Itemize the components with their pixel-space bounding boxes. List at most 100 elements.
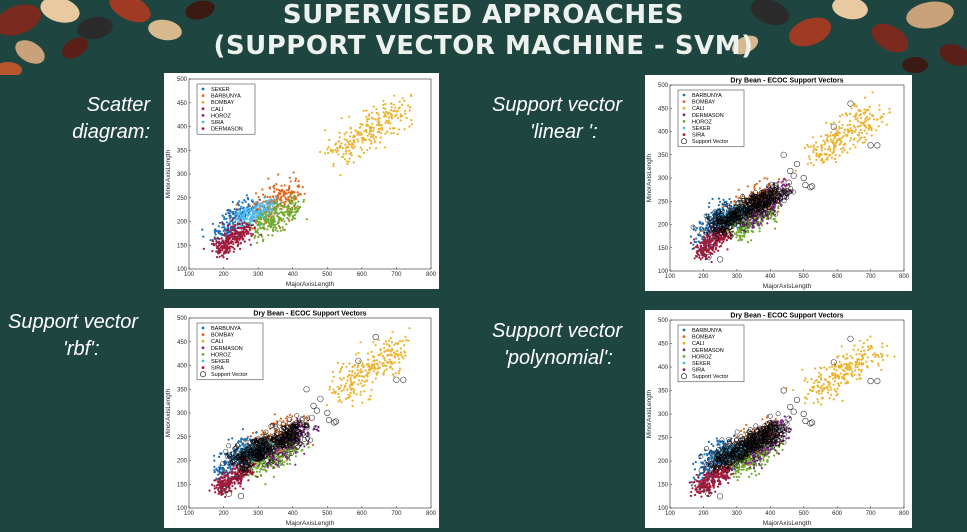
data-point bbox=[378, 128, 381, 131]
data-point bbox=[246, 214, 249, 217]
data-point bbox=[226, 208, 230, 212]
data-point bbox=[237, 220, 240, 223]
support-vector-marker bbox=[736, 222, 742, 228]
data-point bbox=[826, 156, 829, 159]
data-point bbox=[239, 227, 242, 230]
data-point bbox=[267, 218, 270, 221]
data-point bbox=[832, 139, 835, 142]
data-point bbox=[375, 112, 378, 115]
data-points bbox=[201, 93, 414, 260]
data-point bbox=[358, 375, 361, 378]
x-tick-label: 200 bbox=[698, 274, 709, 280]
data-point bbox=[868, 125, 871, 129]
x-tick-label: 100 bbox=[665, 274, 676, 280]
data-point bbox=[379, 136, 382, 139]
y-tick-label: 450 bbox=[177, 101, 188, 107]
data-point bbox=[346, 162, 349, 165]
data-point bbox=[234, 229, 237, 232]
data-point bbox=[739, 238, 742, 241]
data-point bbox=[373, 137, 376, 140]
data-point bbox=[213, 230, 217, 234]
support-vector-marker bbox=[698, 230, 705, 237]
data-point bbox=[829, 122, 833, 125]
data-point bbox=[218, 472, 221, 475]
data-point bbox=[294, 179, 297, 182]
data-point bbox=[386, 361, 389, 364]
data-point bbox=[402, 344, 406, 347]
data-point bbox=[780, 204, 783, 207]
data-point bbox=[376, 118, 380, 121]
data-point bbox=[288, 215, 291, 218]
data-point bbox=[287, 189, 290, 192]
data-point bbox=[335, 150, 338, 154]
data-point bbox=[241, 238, 244, 241]
data-point bbox=[276, 196, 280, 200]
data-point bbox=[227, 438, 230, 441]
data-point bbox=[361, 370, 364, 373]
data-point bbox=[794, 169, 798, 172]
data-point bbox=[244, 211, 247, 215]
data-point bbox=[362, 151, 366, 155]
data-point bbox=[275, 458, 278, 461]
data-point bbox=[371, 135, 374, 138]
data-point bbox=[403, 99, 406, 102]
data-point bbox=[259, 218, 263, 221]
data-point bbox=[362, 375, 365, 378]
data-point bbox=[383, 146, 386, 149]
x-tick-label: 500 bbox=[799, 274, 810, 280]
support-vector-marker bbox=[722, 216, 728, 222]
data-point bbox=[221, 492, 225, 496]
support-vector-marker bbox=[714, 227, 720, 233]
data-point bbox=[233, 247, 236, 251]
legend-label: BARBUNYA bbox=[211, 94, 241, 100]
data-point bbox=[234, 212, 237, 215]
data-point bbox=[387, 120, 390, 123]
data-point bbox=[722, 198, 725, 201]
legend-marker bbox=[682, 113, 686, 117]
data-point bbox=[713, 250, 716, 253]
data-point bbox=[289, 180, 292, 183]
data-point bbox=[711, 243, 714, 246]
data-point bbox=[848, 129, 851, 132]
data-point bbox=[281, 226, 284, 229]
data-point bbox=[227, 251, 230, 254]
slide-title-line2: (SUPPORT VECTOR MACHINE - SVM) bbox=[213, 31, 754, 61]
data-point bbox=[384, 349, 388, 352]
data-point bbox=[878, 104, 881, 107]
data-point bbox=[343, 133, 346, 136]
label-line: Support vector bbox=[492, 94, 623, 116]
data-point bbox=[340, 384, 343, 387]
data-point bbox=[241, 235, 244, 238]
data-point bbox=[728, 207, 732, 210]
legend-marker bbox=[201, 127, 205, 130]
data-point bbox=[289, 211, 292, 214]
data-point bbox=[272, 230, 275, 233]
data-point bbox=[297, 200, 300, 203]
legend-label: HOROZ bbox=[211, 113, 232, 119]
data-point bbox=[324, 129, 327, 132]
data-point bbox=[384, 113, 387, 116]
data-point bbox=[270, 201, 273, 204]
data-point bbox=[341, 155, 344, 158]
support-vectors bbox=[690, 100, 881, 263]
data-point bbox=[250, 209, 253, 212]
legend-marker bbox=[201, 87, 205, 91]
data-point bbox=[283, 184, 286, 187]
data-point bbox=[372, 355, 375, 358]
data-point bbox=[261, 429, 264, 432]
data-point bbox=[695, 227, 698, 230]
data-point bbox=[294, 463, 297, 466]
data-point bbox=[245, 439, 248, 442]
data-point bbox=[854, 128, 857, 131]
data-point bbox=[239, 440, 243, 443]
data-point bbox=[242, 443, 245, 446]
data-point bbox=[232, 232, 235, 235]
data-point bbox=[833, 146, 836, 149]
support-vector-marker bbox=[790, 189, 796, 195]
support-vector-marker bbox=[752, 215, 758, 221]
data-point bbox=[372, 105, 375, 108]
data-point bbox=[393, 361, 396, 364]
data-point bbox=[222, 256, 225, 259]
data-point bbox=[361, 401, 364, 404]
data-point bbox=[383, 357, 386, 360]
